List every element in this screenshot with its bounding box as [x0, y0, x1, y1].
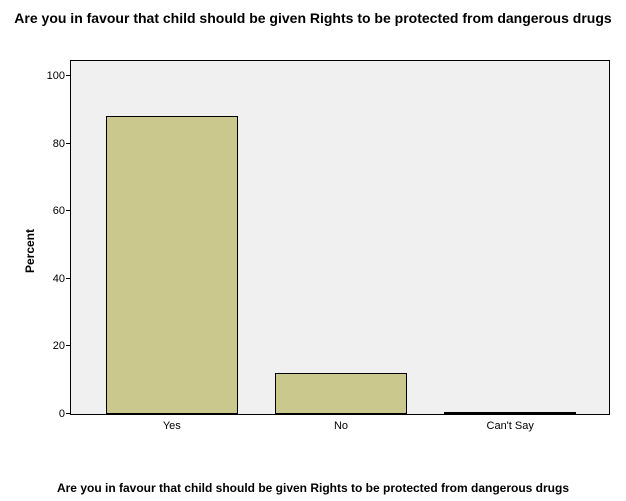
y-tick-label: 40: [53, 273, 71, 285]
y-tick-label: 100: [47, 70, 71, 82]
x-axis-label: Are you in favour that child should be g…: [0, 481, 626, 495]
x-tick-label: No: [334, 414, 348, 432]
plot-area: 020406080100YesNoCan't Say: [70, 60, 610, 415]
y-tick-label: 80: [53, 138, 71, 150]
y-tick-label: 0: [59, 408, 71, 420]
y-tick-label: 60: [53, 205, 71, 217]
bar: [275, 373, 407, 414]
chart-title: Are you in favour that child should be g…: [0, 10, 626, 27]
chart-container: Are you in favour that child should be g…: [0, 0, 626, 501]
y-axis-label: Percent: [23, 228, 37, 272]
x-tick-label: Yes: [163, 414, 181, 432]
x-tick-label: Can't Say: [487, 414, 534, 432]
y-tick-label: 20: [53, 340, 71, 352]
bar: [106, 116, 238, 414]
